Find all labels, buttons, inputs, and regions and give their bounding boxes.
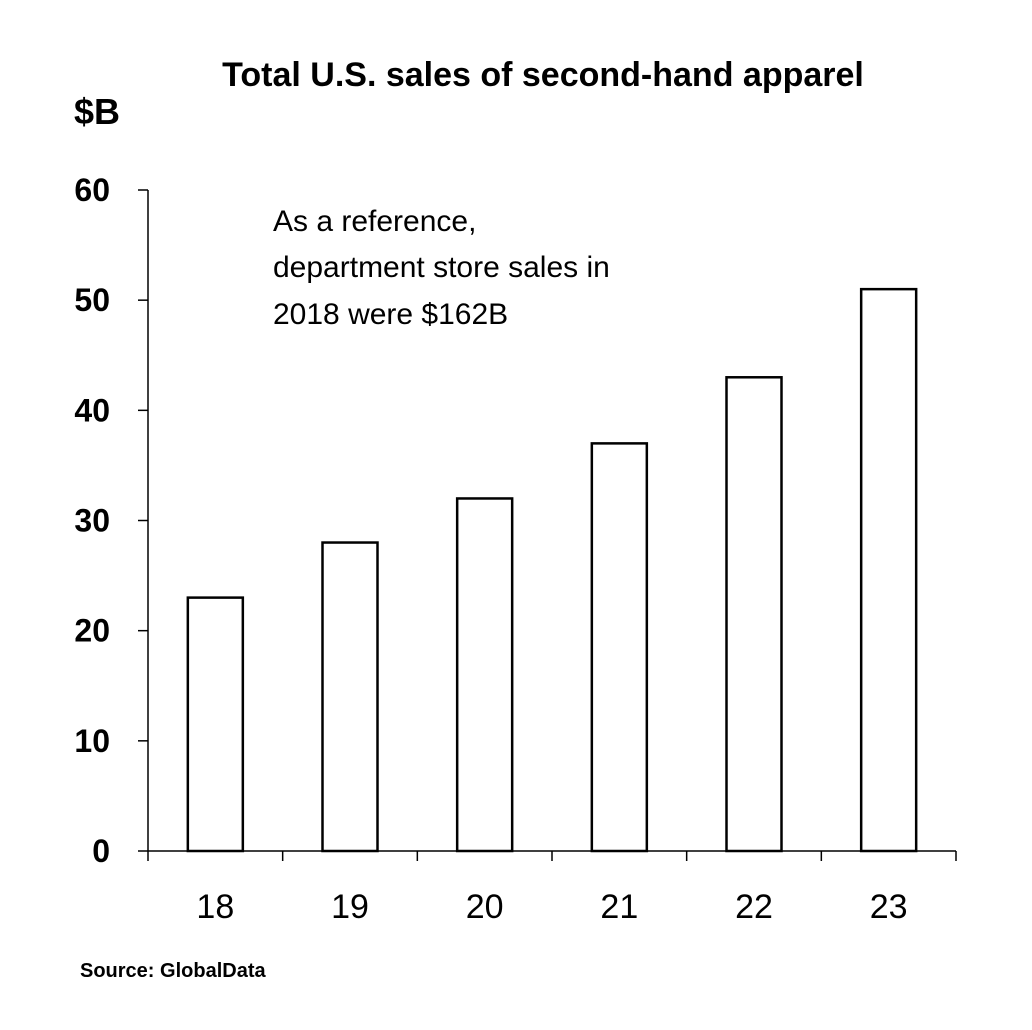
y-tick-labels: 0 10 20 30 40 50 60 [74, 172, 110, 869]
y-tick-label: 40 [74, 392, 110, 428]
axes [138, 190, 956, 861]
y-tick-label: 0 [92, 833, 110, 869]
annotation-line-1: As a reference, [273, 205, 476, 238]
bar-23 [861, 289, 916, 851]
bar-20 [457, 498, 512, 851]
bar-19 [323, 543, 378, 851]
x-tick-label: 18 [196, 888, 234, 926]
x-tick-label: 19 [331, 888, 369, 926]
y-tick-label: 50 [74, 282, 110, 318]
bar-22 [727, 377, 782, 851]
annotation-line-2: department store sales in [273, 251, 610, 284]
x-tick-label: 20 [466, 888, 504, 926]
y-tick-label: 20 [74, 613, 110, 649]
x-tick-label: 22 [735, 888, 773, 926]
y-tick-label: 30 [74, 503, 110, 539]
bars [188, 289, 916, 851]
y-tick-label: 10 [74, 723, 110, 759]
annotation: As a reference, department store sales i… [273, 205, 610, 331]
bar-21 [592, 443, 647, 851]
source-note: Source: GlobalData [80, 960, 266, 982]
x-tick-label: 21 [600, 888, 638, 926]
y-axis-unit-label: $B [74, 91, 120, 132]
annotation-line-3: 2018 were $162B [273, 298, 508, 331]
x-tick-label: 23 [870, 888, 908, 926]
bar-18 [188, 598, 243, 851]
chart-title: Total U.S. sales of second-hand apparel [222, 56, 864, 94]
y-tick-label: 60 [74, 172, 110, 208]
x-tick-labels: 18 19 20 21 22 23 [196, 888, 907, 926]
